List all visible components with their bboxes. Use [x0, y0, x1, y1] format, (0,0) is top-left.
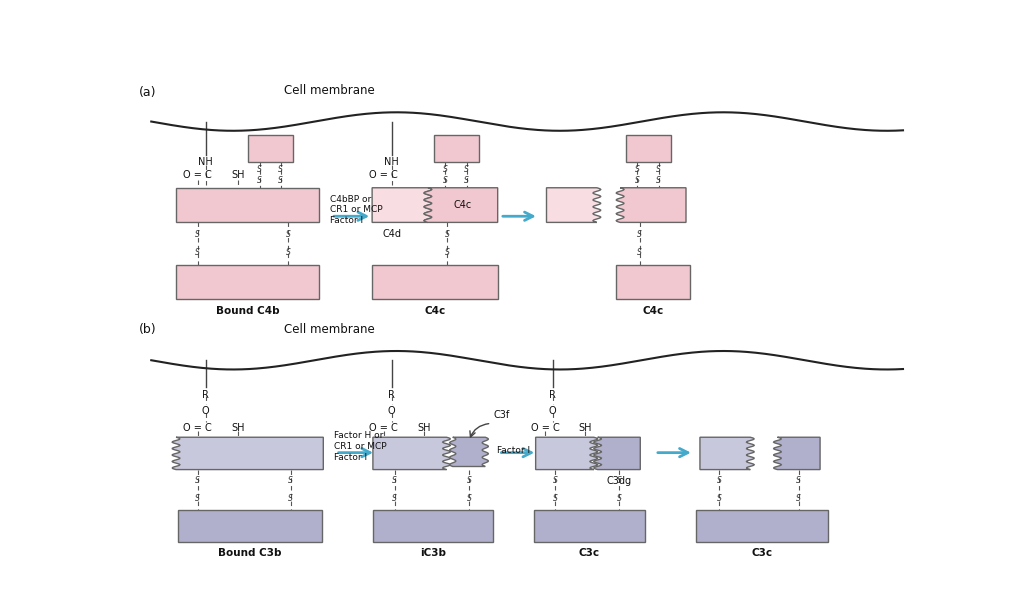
PathPatch shape — [536, 437, 598, 470]
Bar — [535, 510, 645, 542]
Text: Cell membrane: Cell membrane — [284, 84, 375, 97]
Text: S: S — [392, 494, 397, 503]
Text: SH: SH — [579, 423, 592, 434]
Text: R: R — [202, 389, 209, 400]
Text: CR1 or MCP: CR1 or MCP — [334, 442, 387, 451]
Text: Factor I: Factor I — [330, 216, 362, 225]
Text: S: S — [196, 230, 200, 239]
Text: S: S — [797, 494, 801, 503]
Bar — [176, 188, 319, 223]
Text: Cell membrane: Cell membrane — [284, 323, 375, 336]
Text: S: S — [717, 494, 722, 503]
Text: S: S — [616, 476, 622, 485]
Text: C3c: C3c — [752, 548, 772, 558]
PathPatch shape — [424, 188, 498, 223]
Text: S: S — [635, 176, 640, 185]
Text: C4d: C4d — [383, 229, 401, 239]
Text: S: S — [637, 230, 642, 239]
PathPatch shape — [547, 188, 601, 223]
Text: NH: NH — [198, 157, 213, 167]
Text: S: S — [797, 476, 801, 485]
Text: Factor I: Factor I — [334, 453, 368, 462]
Text: SH: SH — [231, 423, 245, 434]
Bar — [696, 510, 827, 542]
Text: S: S — [196, 248, 200, 258]
PathPatch shape — [616, 188, 686, 223]
Text: S: S — [442, 176, 447, 185]
PathPatch shape — [172, 437, 324, 470]
Text: S: S — [656, 176, 662, 185]
Text: Bound C3b: Bound C3b — [218, 548, 282, 558]
Text: C4c: C4c — [454, 200, 472, 210]
Text: S: S — [289, 476, 293, 485]
Text: S: S — [279, 176, 283, 185]
Text: S: S — [717, 476, 722, 485]
Text: C4bBP or: C4bBP or — [330, 195, 371, 204]
Bar — [372, 265, 498, 300]
Text: S: S — [553, 494, 557, 503]
Text: C3f: C3f — [493, 410, 509, 420]
Text: S: S — [467, 494, 471, 503]
Bar — [616, 265, 690, 300]
Text: Factor I: Factor I — [497, 446, 530, 456]
Text: C3dg: C3dg — [606, 476, 632, 486]
Text: O = C: O = C — [370, 423, 398, 434]
Text: S: S — [196, 494, 200, 503]
Text: S: S — [444, 248, 450, 258]
Text: Factor H or: Factor H or — [334, 431, 384, 440]
Text: NH: NH — [384, 157, 399, 167]
Text: S: S — [464, 165, 469, 174]
Text: O: O — [549, 406, 556, 416]
Text: R: R — [549, 389, 556, 400]
Text: SH: SH — [418, 423, 431, 434]
PathPatch shape — [450, 437, 488, 467]
Text: O = C: O = C — [183, 423, 212, 434]
Text: S: S — [279, 165, 283, 174]
Text: S: S — [286, 230, 291, 239]
Text: S: S — [616, 494, 622, 503]
Bar — [176, 265, 319, 300]
Text: S: S — [656, 165, 662, 174]
Text: S: S — [257, 176, 262, 185]
PathPatch shape — [700, 437, 755, 470]
Text: S: S — [553, 476, 557, 485]
Bar — [373, 510, 493, 542]
Text: iC3b: iC3b — [420, 548, 446, 558]
Text: S: S — [257, 165, 262, 174]
Text: S: S — [196, 476, 200, 485]
Text: CR1 or MCP: CR1 or MCP — [330, 205, 382, 215]
Text: C3c: C3c — [579, 548, 600, 558]
Text: SH: SH — [231, 170, 245, 180]
Text: (a): (a) — [139, 86, 157, 99]
Text: S: S — [467, 476, 471, 485]
Text: O = C: O = C — [530, 423, 559, 434]
Text: O = C: O = C — [370, 170, 398, 180]
Text: O = C: O = C — [183, 170, 212, 180]
PathPatch shape — [373, 437, 451, 470]
Text: Bound C4b: Bound C4b — [216, 306, 280, 315]
PathPatch shape — [372, 188, 432, 223]
Text: S: S — [442, 165, 447, 174]
Text: S: S — [635, 165, 640, 174]
Text: C4c: C4c — [642, 306, 664, 315]
Bar — [177, 510, 322, 542]
Text: S: S — [637, 248, 642, 258]
Text: S: S — [289, 494, 293, 503]
PathPatch shape — [594, 437, 640, 470]
Text: S: S — [444, 230, 450, 239]
Bar — [627, 135, 672, 162]
Text: C4c: C4c — [424, 306, 445, 315]
Text: O: O — [202, 406, 209, 416]
Bar — [434, 135, 479, 162]
Text: S: S — [286, 248, 291, 258]
Text: S: S — [464, 176, 469, 185]
Text: (b): (b) — [139, 322, 157, 336]
Text: R: R — [388, 389, 395, 400]
Text: S: S — [392, 476, 397, 485]
Bar — [248, 135, 293, 162]
Text: O: O — [388, 406, 395, 416]
PathPatch shape — [773, 437, 820, 470]
